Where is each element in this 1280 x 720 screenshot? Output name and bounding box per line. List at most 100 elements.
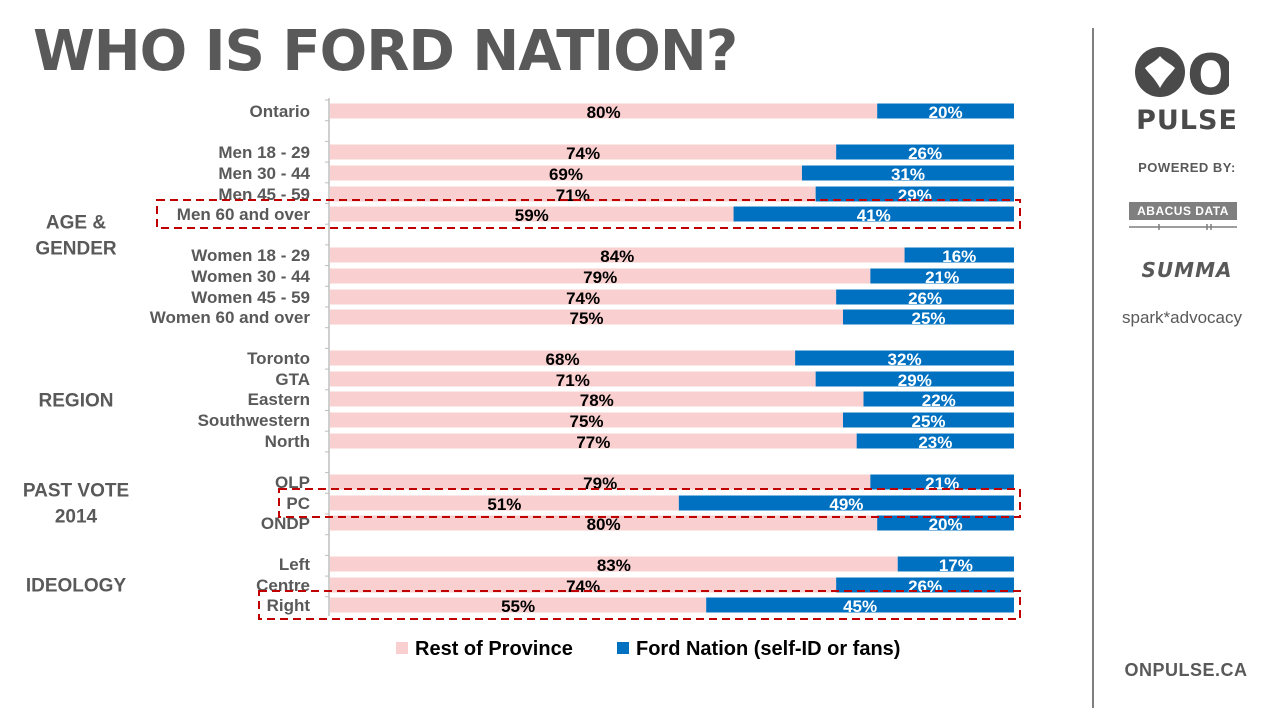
data-label-rest: 80% — [587, 515, 621, 534]
group-label: REGION — [39, 391, 114, 412]
group-label: GENDER — [35, 239, 117, 260]
bar-rest-of-province — [330, 391, 864, 407]
on-logo: ON — [1135, 44, 1229, 102]
bar-ford-nation — [706, 597, 1014, 613]
data-label-rest: 78% — [580, 391, 614, 410]
data-label-rest: 74% — [566, 144, 600, 163]
data-label-rest: 75% — [569, 309, 603, 328]
bar-rest-of-province — [330, 268, 871, 284]
bar-ford-nation — [836, 577, 1014, 593]
bar-rest-of-province — [330, 495, 679, 511]
website-link[interactable]: ONPULSE.CA — [1124, 660, 1248, 680]
data-label-rest: 74% — [566, 289, 600, 308]
bar-rest-of-province — [330, 433, 857, 449]
bar-ford-nation — [897, 556, 1014, 572]
brand-name: PULSE — [1136, 105, 1238, 136]
bar-ford-nation — [870, 268, 1014, 284]
category-label: OLP — [275, 473, 310, 492]
abacus-rail-icon — [1129, 224, 1237, 230]
bar-ford-nation — [877, 103, 1014, 119]
data-label-rest: 71% — [556, 186, 590, 205]
data-label-rest: 84% — [600, 247, 634, 266]
data-label-ford: 23% — [918, 433, 952, 452]
category-label: Right — [267, 596, 311, 615]
bar-ford-nation — [843, 309, 1014, 325]
bar-ford-nation — [856, 433, 1014, 449]
data-label-ford: 20% — [929, 515, 963, 534]
category-label: Men 60 and over — [177, 205, 311, 224]
data-label-rest: 74% — [566, 577, 600, 596]
category-label: ONDP — [261, 514, 310, 533]
bar-ford-nation — [801, 165, 1014, 181]
category-label: Ontario — [250, 102, 310, 121]
logo-letter: ON — [1187, 44, 1229, 102]
category-label: Men 30 - 44 — [218, 164, 310, 183]
vertical-divider — [1092, 28, 1094, 708]
legend-swatch-ford — [617, 642, 629, 654]
category-label: Eastern — [248, 390, 310, 409]
bar-ford-nation — [877, 515, 1014, 531]
data-label-rest: 77% — [576, 433, 610, 452]
spark-advocacy-logo: spark*advocacy — [1121, 308, 1242, 327]
group-label: AGE & — [46, 213, 106, 234]
category-label: Women 30 - 44 — [191, 267, 310, 286]
data-label-ford: 41% — [857, 206, 891, 225]
data-label-rest: 79% — [583, 268, 617, 287]
highlight-box — [278, 488, 1021, 518]
summa-logo: SUMMA — [1141, 258, 1233, 282]
data-label-ford: 20% — [929, 103, 963, 122]
bar-rest-of-province — [330, 577, 837, 593]
category-label: PC — [286, 494, 310, 513]
bar-rest-of-province — [330, 371, 816, 387]
category-label: Men 18 - 29 — [218, 143, 310, 162]
category-label: Women 60 and over — [150, 308, 311, 327]
highlight-box — [258, 590, 1021, 620]
data-label-ford: 49% — [829, 495, 863, 514]
bar-ford-nation — [863, 391, 1014, 407]
bar-rest-of-province — [330, 247, 905, 263]
bar-rest-of-province — [330, 350, 796, 366]
data-label-ford: 16% — [942, 247, 976, 266]
bar-rest-of-province — [330, 412, 843, 428]
data-label-ford: 31% — [891, 165, 925, 184]
category-label: GTA — [275, 370, 310, 389]
data-label-ford: 25% — [911, 412, 945, 431]
data-label-ford: 22% — [922, 391, 956, 410]
bar-ford-nation — [795, 350, 1014, 366]
data-label-rest: 69% — [549, 165, 583, 184]
bar-rest-of-province — [330, 597, 707, 613]
data-label-rest: 79% — [583, 474, 617, 493]
data-label-rest: 71% — [556, 371, 590, 390]
data-label-ford: 17% — [939, 556, 973, 575]
category-label: Women 18 - 29 — [191, 246, 310, 265]
bar-ford-nation — [870, 474, 1014, 490]
data-label-ford: 26% — [908, 289, 942, 308]
data-label-ford: 29% — [898, 371, 932, 390]
category-label: Left — [279, 555, 311, 574]
category-label: Toronto — [247, 349, 310, 368]
data-label-ford: 21% — [925, 268, 959, 287]
bar-rest-of-province — [330, 556, 898, 572]
bar-rest-of-province — [330, 144, 837, 160]
abacus-data-logo: ABACUS DATA — [1129, 202, 1237, 220]
bar-rest-of-province — [330, 515, 878, 531]
category-label: Southwestern — [198, 411, 310, 430]
bar-ford-nation — [678, 495, 1014, 511]
legend-label-ford: Ford Nation (self-ID or fans) — [636, 638, 900, 660]
category-label: Women 45 - 59 — [191, 288, 310, 307]
data-label-rest: 75% — [569, 412, 603, 431]
category-label: North — [265, 432, 310, 451]
bar-rest-of-province — [330, 206, 734, 222]
group-label: 2014 — [55, 507, 98, 528]
legend-label-rest: Rest of Province — [415, 638, 573, 660]
data-label-ford: 25% — [911, 309, 945, 328]
bar-rest-of-province — [330, 474, 871, 490]
data-label-rest: 59% — [515, 206, 549, 225]
group-label: PAST VOTE — [23, 481, 129, 502]
highlight-box — [156, 199, 1021, 229]
bar-rest-of-province — [330, 186, 816, 202]
bar-ford-nation — [836, 289, 1014, 305]
page-title: WHO IS FORD NATION? — [33, 19, 738, 84]
bar-ford-nation — [733, 206, 1014, 222]
data-label-ford: 45% — [843, 597, 877, 616]
